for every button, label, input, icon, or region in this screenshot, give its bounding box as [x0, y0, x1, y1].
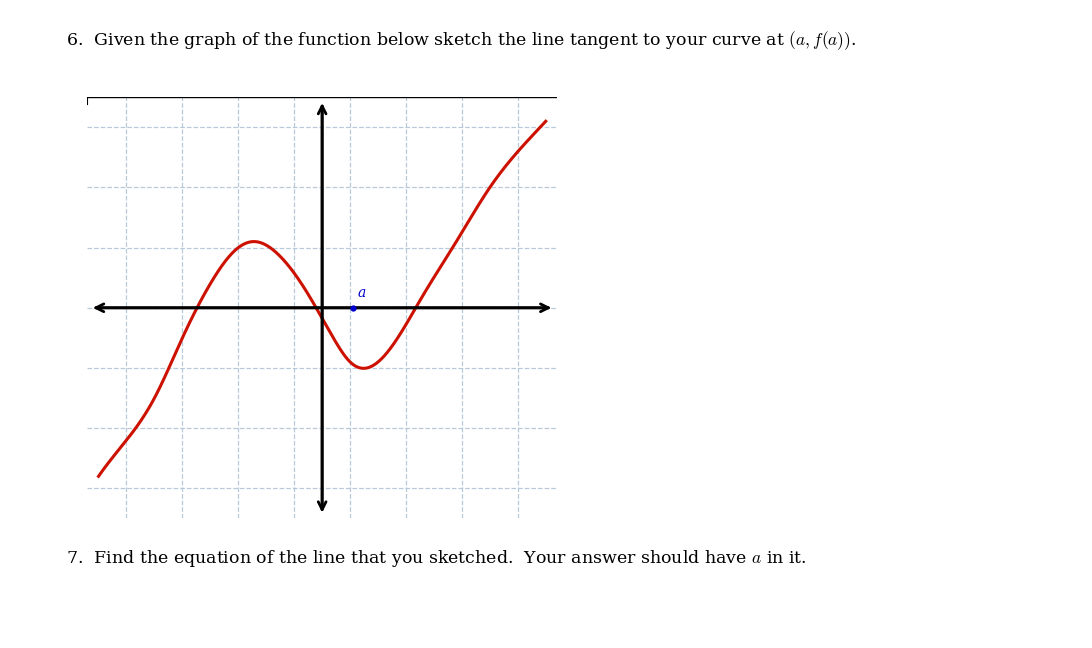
Text: 6.  Given the graph of the function below sketch the line tangent to your curve : 6. Given the graph of the function below…: [66, 29, 856, 52]
Text: 7.  Find the equation of the line that you sketched.  Your answer should have $a: 7. Find the equation of the line that yo…: [66, 548, 806, 568]
Text: a: a: [357, 286, 366, 300]
